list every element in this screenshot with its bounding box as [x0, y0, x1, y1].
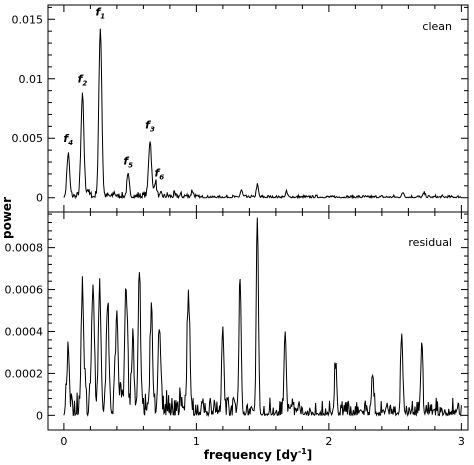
peak-annotation-f1: f1 — [95, 6, 105, 21]
x-axis-label-close: ] — [307, 448, 312, 462]
panel-clean-frame — [47, 4, 469, 213]
peak-annotation-f3: f3 — [145, 119, 155, 134]
panel-clean-spectrum-line — [63, 28, 462, 200]
panel-residual: 0 0.0002 0.0004 0.0006 0.0008 residual — [5, 211, 469, 431]
peak-annotation-f4: f4 — [63, 132, 73, 147]
x-tick-label: 0 — [60, 435, 67, 448]
panel-residual-frame — [47, 211, 469, 431]
panel-clean-annotations: f4 f2 f1 f5 f3 f6 — [63, 6, 164, 182]
panel-clean: 0 0.005 0.01 0.015 clean f4 f2 f1 f5 f3 f6 — [12, 4, 469, 213]
panel-clean-y-ticks: 0 0.005 0.01 0.015 — [12, 6, 468, 205]
x-tick-label: 2 — [325, 435, 332, 448]
panel-clean-x-ticks — [63, 5, 462, 212]
x-tick-label: 1 — [193, 435, 200, 448]
peak-annotation-f5: f5 — [123, 154, 133, 169]
y-tick-label: 0 — [36, 409, 43, 422]
panel-clean-label: clean — [422, 20, 452, 33]
y-tick-label: 0.005 — [12, 132, 44, 145]
y-tick-label: 0 — [36, 192, 43, 205]
y-tick-label: 0.0006 — [5, 284, 44, 297]
y-tick-label: 0.0008 — [5, 242, 44, 255]
x-axis-label-sup: -1 — [298, 447, 307, 456]
x-axis-label-main: frequency [dy — [204, 448, 298, 462]
y-tick-label: 0.0002 — [5, 367, 44, 380]
panel-residual-label: residual — [408, 236, 452, 249]
x-axis-label: frequency [dy-1] — [204, 447, 312, 462]
peak-annotation-f2: f2 — [78, 72, 88, 87]
panel-residual-y-ticks: 0 0.0002 0.0004 0.0006 0.0008 — [5, 213, 468, 422]
y-tick-label: 0.01 — [19, 73, 44, 86]
y-tick-label: 0.0004 — [5, 325, 44, 338]
x-tick-labels: 0 1 2 3 — [60, 435, 464, 448]
panel-residual-x-ticks — [63, 212, 462, 430]
y-tick-label: 0.015 — [12, 13, 44, 26]
panel-residual-spectrum-line — [63, 217, 462, 418]
peak-annotation-f6: f6 — [154, 166, 164, 181]
x-tick-label: 3 — [458, 435, 465, 448]
y-axis-label: power — [0, 197, 14, 239]
